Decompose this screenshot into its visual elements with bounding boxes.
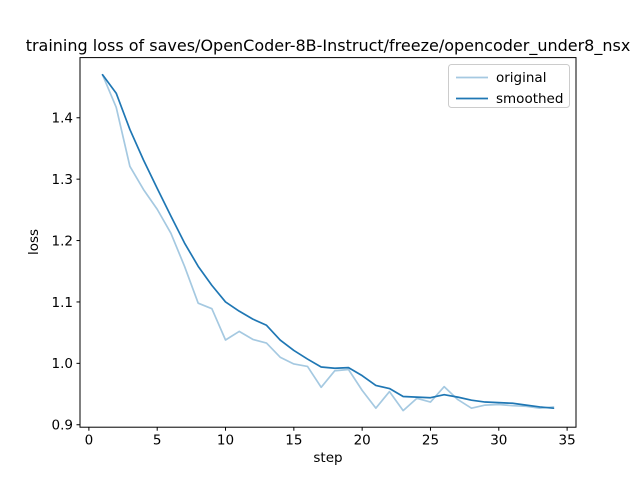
y-tick-label: 1.4: [52, 111, 73, 127]
x-tick-label: 0: [85, 433, 94, 449]
y-axis-label: loss: [26, 229, 42, 255]
y-tick-label: 0.9: [52, 418, 73, 434]
x-tick-label: 20: [354, 433, 371, 449]
y-tick-label: 1.3: [52, 172, 73, 188]
chart-title: training loss of saves/OpenCoder-8B-Inst…: [26, 36, 631, 56]
series-line-smoothed: [101, 73, 555, 410]
y-tick-label: 1.2: [52, 233, 73, 249]
x-axis-label: step: [313, 450, 342, 466]
x-tick-label: 10: [217, 433, 234, 449]
x-tick-label: 30: [490, 433, 507, 449]
series-lines: [101, 73, 555, 412]
y-axis: 0.9 1.0 1.1 1.2 1.3 1.4: [52, 111, 80, 434]
x-tick-label: 25: [422, 433, 439, 449]
legend-label-smoothed: smoothed: [496, 91, 563, 107]
x-axis: 0 5 10 15 20 25 30 35: [85, 427, 576, 449]
y-tick-label: 1.1: [52, 295, 73, 311]
legend: original smoothed: [448, 64, 570, 108]
x-tick-label: 35: [559, 433, 576, 449]
legend-frame: [448, 64, 570, 108]
series-line-original: [101, 73, 555, 412]
x-tick-label: 15: [285, 433, 302, 449]
plot-border: [79, 57, 577, 428]
y-tick-label: 1.0: [52, 356, 73, 372]
legend-label-original: original: [496, 70, 546, 86]
x-tick-label: 5: [153, 433, 162, 449]
